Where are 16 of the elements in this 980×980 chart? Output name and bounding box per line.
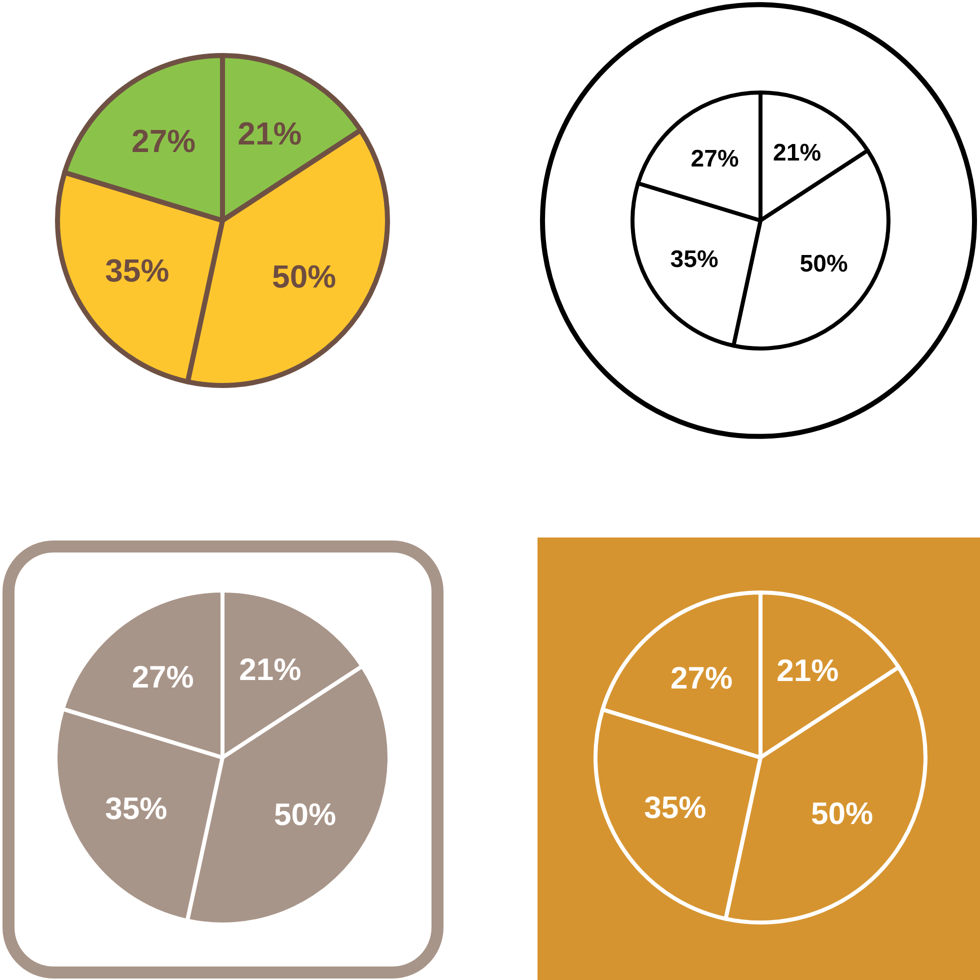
data-label: 27%: [670, 660, 733, 696]
data-label: 50%: [811, 796, 874, 832]
data-label: 21%: [239, 652, 302, 687]
data-label: 35%: [105, 790, 168, 826]
data-label: 27%: [132, 659, 194, 694]
data-label: 27%: [690, 145, 739, 172]
data-label: 35%: [105, 252, 170, 289]
data-label: 21%: [776, 652, 839, 688]
data-label: 50%: [274, 796, 336, 832]
data-label: 21%: [773, 139, 822, 166]
data-label: 50%: [272, 258, 336, 295]
data-label: 27%: [132, 122, 196, 159]
data-label: 35%: [670, 246, 718, 273]
data-label: 50%: [800, 250, 848, 278]
data-label: 21%: [238, 115, 302, 152]
data-label: 35%: [644, 790, 706, 826]
